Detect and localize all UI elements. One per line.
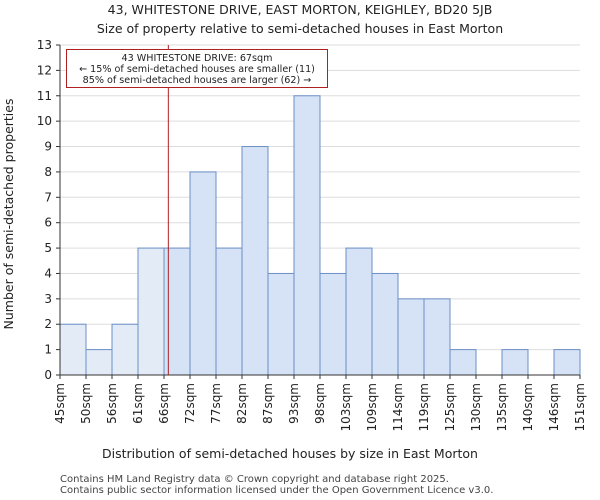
bar-114sqm	[397, 298, 425, 376]
x-tick-label: 45sqm	[53, 383, 67, 424]
x-tick-label: 98sqm	[313, 383, 327, 424]
bar-45sqm	[59, 323, 87, 376]
x-tick-label: 66sqm	[157, 383, 171, 424]
y-tick-label: 12	[37, 63, 52, 77]
y-tick-label: 2	[44, 317, 52, 331]
bar-50sqm	[85, 349, 113, 376]
x-tick-label: 146sqm	[547, 383, 561, 431]
y-axis-label: Number of semi-detached properties	[1, 99, 16, 330]
annotation-line2: ← 15% of semi-detached houses are smalle…	[79, 64, 315, 75]
footer-line1: Contains HM Land Registry data © Crown c…	[60, 474, 449, 485]
y-tick-label: 4	[44, 266, 52, 280]
x-tick-label: 72sqm	[183, 383, 197, 424]
bar-77sqm	[215, 247, 243, 376]
y-tick-label: 10	[37, 114, 52, 128]
x-tick-label: 82sqm	[235, 383, 249, 424]
x-tick-label: 135sqm	[495, 383, 509, 431]
bars	[59, 95, 581, 376]
x-tick-label: 61sqm	[131, 383, 145, 424]
bar-109sqm	[371, 272, 399, 376]
x-axis-label: Distribution of semi-detached houses by …	[102, 446, 478, 461]
bar-103sqm	[345, 247, 373, 376]
bar-93sqm	[293, 95, 321, 376]
x-tick-label: 151sqm	[573, 383, 587, 431]
y-tick-label: 11	[37, 89, 52, 103]
x-tick-label: 119sqm	[417, 383, 431, 431]
y-tick-label: 0	[44, 368, 52, 382]
chart-title-line1: 43, WHITESTONE DRIVE, EAST MORTON, KEIGH…	[108, 2, 493, 17]
chart-title-line2: Size of property relative to semi-detach…	[97, 21, 503, 36]
bar-82sqm	[241, 146, 269, 376]
x-tick-label: 125sqm	[443, 383, 457, 431]
x-tick-label: 50sqm	[79, 383, 93, 424]
x-tick-label: 114sqm	[391, 383, 405, 431]
x-tick-label: 109sqm	[365, 383, 379, 431]
bar-135sqm	[501, 349, 529, 376]
bar-87sqm	[267, 272, 295, 376]
bar-98sqm	[319, 272, 347, 376]
annotation-line1: 43 WHITESTONE DRIVE: 67sqm	[121, 53, 273, 64]
bar-125sqm	[449, 349, 477, 376]
y-tick-label: 5	[44, 241, 52, 255]
axes	[56, 44, 581, 379]
x-tick-label: 56sqm	[105, 383, 119, 424]
y-tick-label: 6	[44, 216, 52, 230]
annotation-line3: 85% of semi-detached houses are larger (…	[82, 75, 312, 86]
annotation-box: 43 WHITESTONE DRIVE: 67sqm ← 15% of semi…	[66, 49, 328, 88]
y-tick-label: 8	[44, 165, 52, 179]
footer-line2: Contains public sector information licen…	[60, 485, 494, 496]
y-tick-label: 3	[44, 292, 52, 306]
y-tick-label: 7	[44, 190, 52, 204]
x-tick-label: 93sqm	[287, 383, 301, 424]
y-tick-label: 1	[44, 343, 52, 357]
y-tick-label: 13	[37, 38, 52, 52]
x-tick-label: 77sqm	[209, 383, 223, 424]
bar-61sqm	[137, 247, 165, 376]
x-tick-labels: 45sqm 50sqm 56sqm 61sqm 66sqm 72sqm 77sqm 82sqm…	[53, 383, 587, 431]
bar-72sqm	[189, 171, 217, 376]
bar-146sqm	[553, 349, 581, 376]
bar-119sqm	[423, 298, 451, 376]
x-tick-label: 130sqm	[469, 383, 483, 431]
y-tick-label: 9	[44, 140, 52, 154]
x-tick-label: 103sqm	[339, 383, 353, 431]
x-tick-label: 87sqm	[261, 383, 275, 424]
x-tick-label: 140sqm	[521, 383, 535, 431]
bar-56sqm	[111, 323, 139, 376]
